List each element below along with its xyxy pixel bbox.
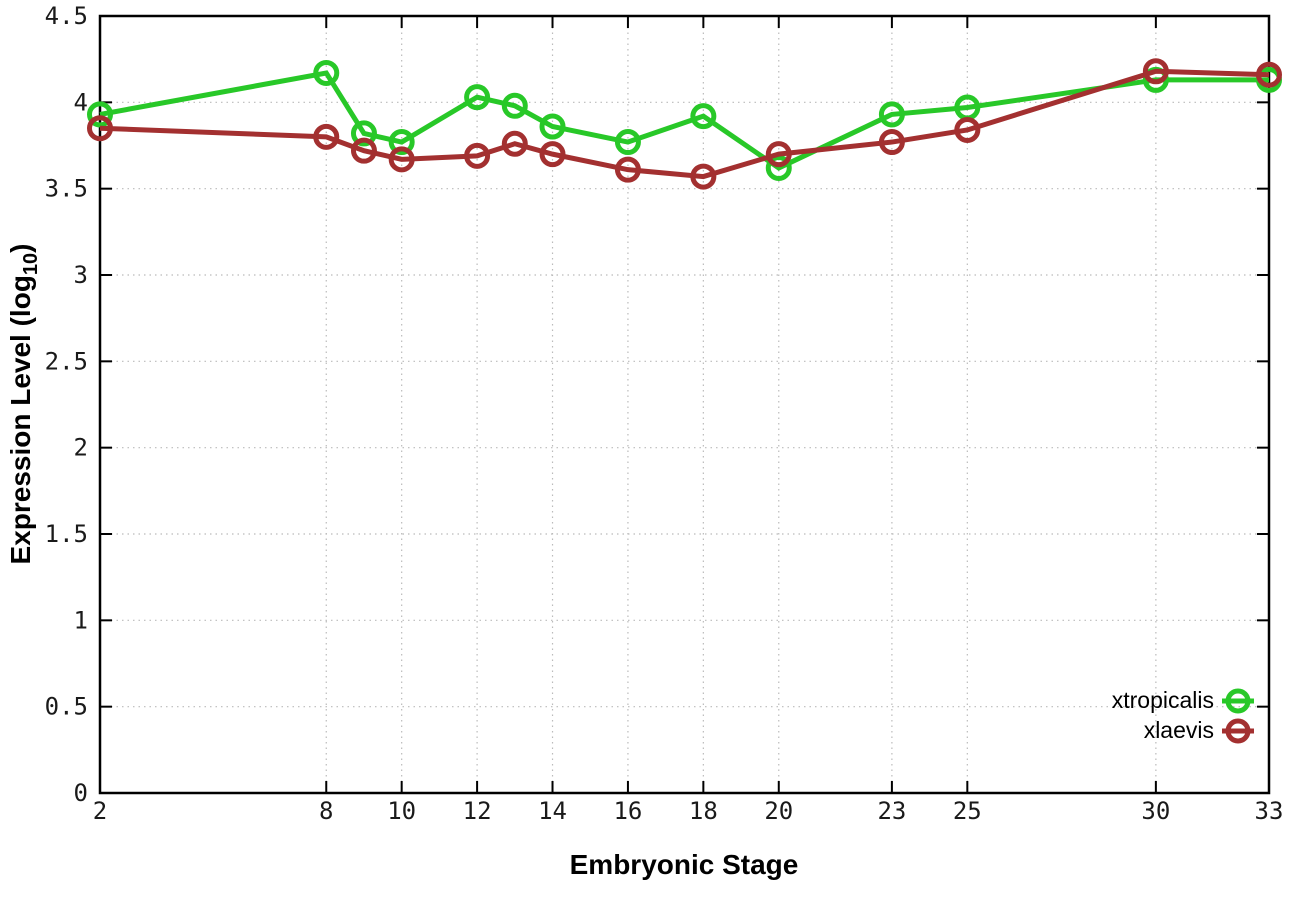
data-point-xlaevis — [501, 130, 528, 157]
data-point-xtropicalis — [464, 84, 491, 111]
data-point-xlaevis — [954, 116, 981, 143]
axis-titles: Embryonic Stage Expression Level (log10) — [5, 244, 798, 881]
y-tick-label: 1 — [74, 606, 88, 634]
series-line-xtropicalis — [99, 70, 1269, 171]
legend-label: xlaevis — [1144, 717, 1214, 743]
plot-border-box — [98, 14, 1271, 795]
y-tick-label: 2.5 — [45, 347, 88, 375]
y-tick-label: 0.5 — [45, 693, 88, 721]
data-point-xlaevis — [539, 141, 566, 168]
legend-item-xlaevis: xlaevis — [1144, 717, 1254, 744]
x-tick-label: 23 — [877, 797, 906, 825]
x-tick-label: 14 — [538, 797, 567, 825]
x-tick-label: 33 — [1255, 797, 1284, 825]
data-point-xtropicalis — [87, 101, 113, 128]
x-tick-label: 25 — [953, 797, 982, 825]
data-point-xtropicalis — [388, 129, 415, 156]
data-point-xlaevis — [350, 137, 377, 164]
x-tick-label: 2 — [93, 797, 107, 825]
legend-sample-marker — [1225, 718, 1251, 744]
x-tick-label: 16 — [613, 797, 642, 825]
data-point-xtropicalis — [614, 129, 641, 156]
data-point-xlaevis — [87, 115, 113, 142]
legend: xtropicalis xlaevis — [1112, 687, 1254, 744]
data-point-xlaevis — [464, 142, 491, 169]
legend-label: xtropicalis — [1112, 687, 1214, 713]
x-tick-label: 20 — [764, 797, 793, 825]
y-tick-label: 3 — [74, 261, 88, 289]
x-tick-label: 18 — [689, 797, 718, 825]
tick-layer: 2 8 10 12 14 16 18 20 23 25 30 33 0 0.5 1 1.5 2 2.5 3 3.5 4 4… — [45, 2, 1284, 825]
data-point-xtropicalis — [501, 92, 528, 119]
y-tick-label: 4.5 — [45, 2, 88, 30]
data-point-xlaevis — [614, 156, 641, 183]
data-point-xtropicalis — [690, 103, 717, 130]
data-point-xlaevis — [1256, 61, 1282, 88]
y-tick-label: 3.5 — [45, 175, 88, 203]
data-point-xtropicalis — [765, 154, 792, 181]
data-point-xlaevis — [1142, 58, 1169, 85]
data-point-xtropicalis — [313, 59, 340, 86]
x-axis-title: Embryonic Stage — [570, 849, 799, 880]
x-tick-label: 10 — [387, 797, 416, 825]
data-point-xtropicalis — [350, 120, 377, 147]
legend-item-xtropicalis: xtropicalis — [1112, 687, 1254, 714]
data-point-xtropicalis — [539, 113, 566, 140]
y-tick-label: 0 — [74, 779, 88, 807]
data-point-xlaevis — [388, 146, 415, 173]
data-point-xlaevis — [878, 129, 905, 156]
y-tick-label: 1.5 — [45, 520, 88, 548]
data-point-xlaevis — [313, 123, 340, 150]
legend-sample-marker — [1225, 688, 1251, 714]
data-point-xlaevis — [690, 163, 717, 190]
series-layer — [87, 58, 1282, 190]
y-tick-label: 4 — [74, 88, 88, 116]
x-tick-label: 30 — [1141, 797, 1170, 825]
x-tick-label: 8 — [319, 797, 333, 825]
y-axis-title: Expression Level (log10) — [5, 244, 42, 565]
x-tick-label: 12 — [463, 797, 492, 825]
plot-border — [98, 14, 1271, 795]
data-point-xlaevis — [765, 141, 792, 168]
data-point-xtropicalis — [878, 101, 905, 128]
y-tick-label: 2 — [74, 434, 88, 462]
